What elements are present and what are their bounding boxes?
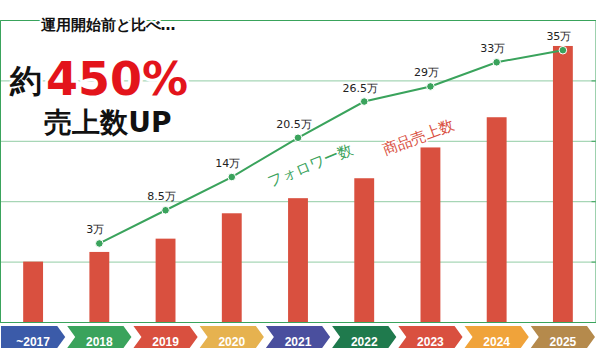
data-label: 35万 <box>546 30 571 43</box>
y2-tick <box>592 20 596 21</box>
bar <box>421 147 441 322</box>
series-name: 商品売上数 <box>380 116 457 159</box>
x-tick: 2024 <box>483 335 510 349</box>
category-chevron <box>398 326 462 348</box>
x-tick: 2022 <box>351 335 378 349</box>
y2-axis <box>592 21 596 323</box>
category-chevron <box>1 326 65 348</box>
x-tick-label: 2025 <box>550 335 577 349</box>
bar <box>553 46 573 322</box>
y-axis-line <box>1 21 596 323</box>
x-tick-label: 2023 <box>417 335 444 349</box>
marker <box>96 240 104 248</box>
x-tick: 2020 <box>218 335 245 349</box>
y-tick <box>0 322 596 323</box>
x-tick-label: 2024 <box>483 335 510 349</box>
bar <box>487 117 507 322</box>
category-chevron <box>332 326 396 348</box>
annotation-text: 約 <box>9 62 42 100</box>
annotation-text: 運用開始前と比べ… <box>40 16 176 34</box>
series-name: フォロワー数 <box>265 140 355 190</box>
data-label: 29万 <box>414 66 439 79</box>
x-tick: 2018 <box>86 335 113 349</box>
data-label: 20.5万 <box>276 118 312 131</box>
x-tick-label: 2018 <box>86 335 113 349</box>
marker <box>228 173 236 181</box>
bar <box>354 178 374 322</box>
marker <box>427 83 435 91</box>
data-label: 26.5万 <box>342 82 378 95</box>
x-tick-label: 2022 <box>351 335 378 349</box>
x-axis-line <box>1 322 596 323</box>
category-chevron <box>67 326 131 348</box>
annotation-text: 売上数UP <box>44 106 171 139</box>
y2-axis-line <box>592 21 596 323</box>
x-tick-label: ~2017 <box>16 335 50 349</box>
chart: 3万 8.5万 14万 20.5万 26.5万 29万 33万 35万 ~2017 2018 201… <box>0 0 596 352</box>
bar <box>222 213 242 322</box>
annotation-text: 450% <box>46 52 188 106</box>
annotation: 運用開始前と比べ… 約450%売上数UP <box>9 16 188 139</box>
marker <box>360 98 368 106</box>
category-chevron <box>531 326 595 348</box>
x-tick: 2025 <box>550 335 577 349</box>
data-label: 3万 <box>86 223 104 236</box>
y-axis <box>0 21 596 323</box>
category-chevron <box>200 326 264 348</box>
x-tick: ~2017 <box>16 335 50 349</box>
data-label: 14万 <box>215 157 240 170</box>
bar <box>89 252 109 322</box>
y2-tick <box>592 141 596 142</box>
tick-mark <box>592 80 596 81</box>
tick-mark <box>592 262 596 263</box>
x-axis: ~2017 2018 2019 2020 2021 2022 2023 2024 2025 <box>1 323 596 349</box>
y2-tick <box>592 262 596 263</box>
tick-mark <box>592 20 596 21</box>
marker <box>559 46 567 54</box>
x-tick-label: 2020 <box>218 335 245 349</box>
marker <box>493 58 501 66</box>
data-label: 8.5万 <box>147 190 176 203</box>
data-label: 33万 <box>480 42 505 55</box>
y2-tick <box>592 201 596 202</box>
bar <box>156 239 176 322</box>
x-tick-label: 2021 <box>285 335 312 349</box>
category-chevron <box>465 326 529 348</box>
tick-mark <box>592 141 596 142</box>
y2-tick <box>592 80 596 81</box>
plot-marks <box>23 46 573 322</box>
grid-line <box>0 322 596 323</box>
x-tick-label: 2019 <box>152 335 179 349</box>
category-chevron <box>133 326 197 348</box>
tick-mark <box>592 201 596 202</box>
series-names: 商品売上数フォロワー数 <box>265 116 457 191</box>
x-tick: 2023 <box>417 335 444 349</box>
x-tick: 2021 <box>285 335 312 349</box>
category-chevrons <box>1 326 595 348</box>
marker <box>294 134 302 142</box>
x-tick: 2019 <box>152 335 179 349</box>
bar <box>288 198 308 322</box>
marker <box>162 206 170 214</box>
bar <box>23 262 43 322</box>
category-chevron <box>266 326 330 348</box>
